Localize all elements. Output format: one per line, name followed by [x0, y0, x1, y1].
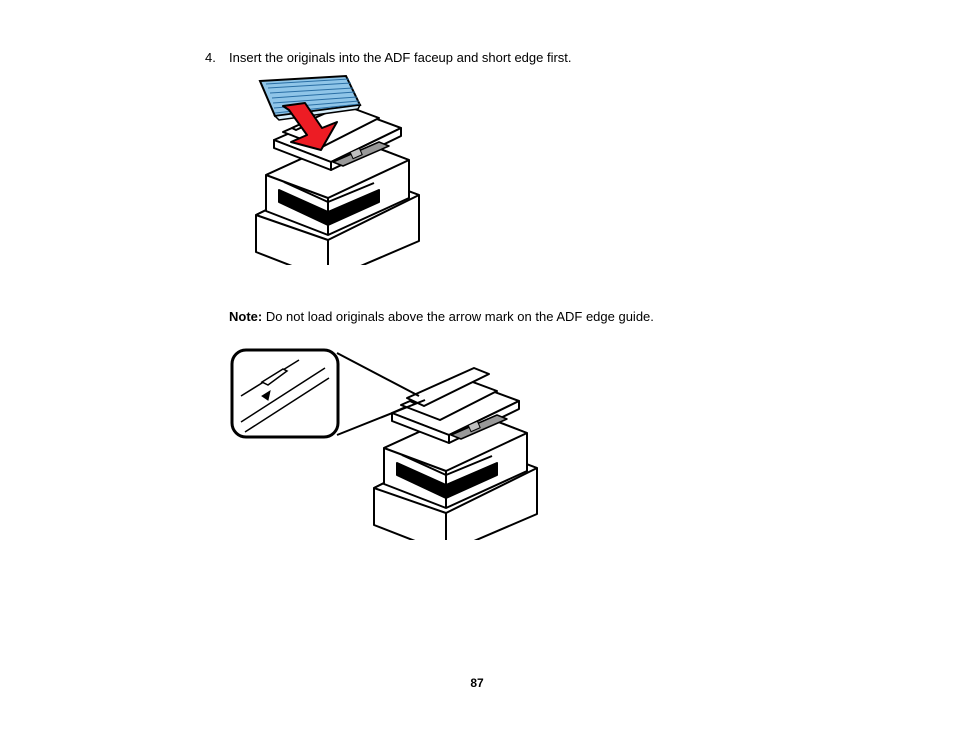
step-number: 4.: [205, 50, 229, 65]
figure-1-adf-insert: [229, 70, 442, 268]
note-row: Note: Do not load originals above the ar…: [229, 309, 769, 324]
page-number: 87: [0, 676, 954, 690]
document-page: 4. Insert the originals into the ADF fac…: [0, 0, 954, 738]
step-text: Insert the originals into the ADF faceup…: [229, 50, 765, 65]
note-text: Do not load originals above the arrow ma…: [262, 309, 654, 324]
step-row: 4. Insert the originals into the ADF fac…: [205, 50, 765, 65]
note-label: Note:: [229, 309, 262, 324]
figure-2-adf-arrow-mark: [229, 338, 551, 543]
